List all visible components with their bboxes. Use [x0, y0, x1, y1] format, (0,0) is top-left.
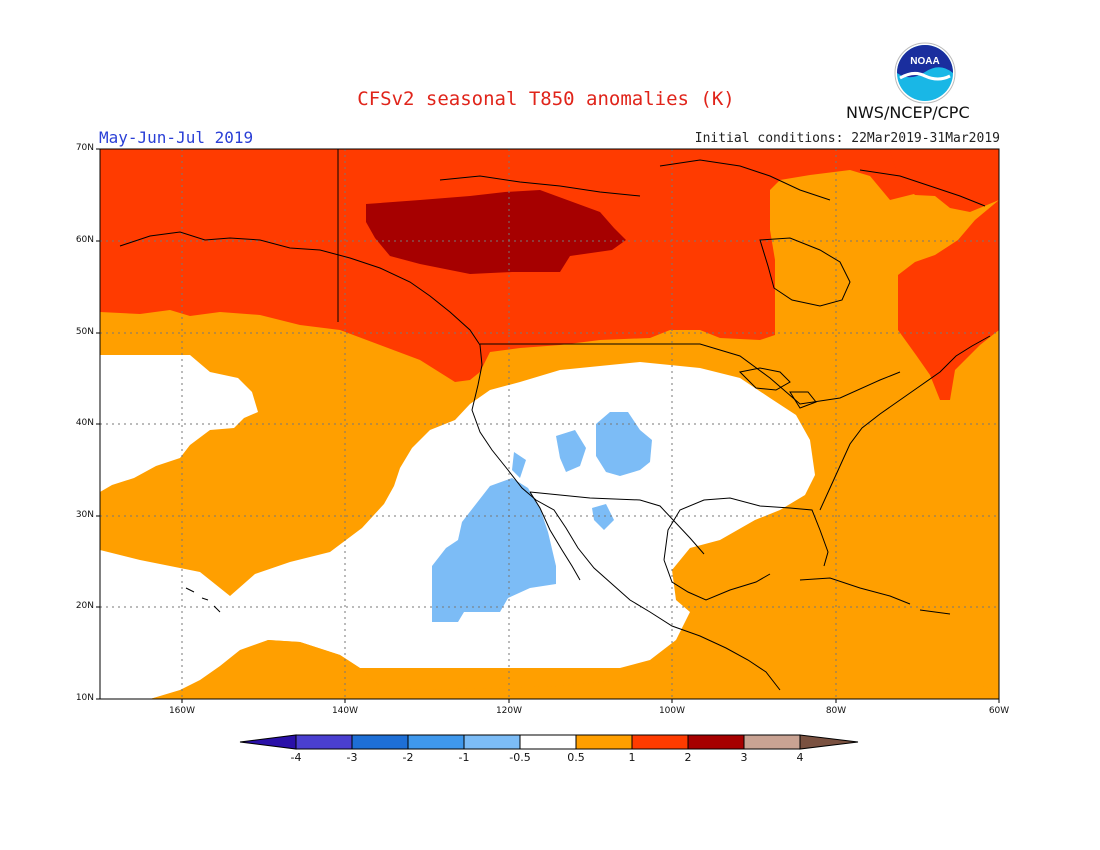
- lat-label: 30N: [75, 510, 94, 520]
- graticule: [100, 149, 999, 699]
- anomaly-region-cool-sierra: [512, 452, 526, 478]
- anomaly-field: [100, 149, 999, 699]
- anomaly-region-cool-baja: [432, 478, 556, 622]
- lat-label: 10N: [75, 693, 94, 703]
- lon-label: 160W: [168, 706, 196, 716]
- anomaly-region-cool-fourcorners: [596, 412, 652, 476]
- colorbar-swatch-9: [743, 734, 801, 750]
- lat-label: 70N: [75, 143, 94, 153]
- colorbar-swatch-7: [631, 734, 689, 750]
- colorbar-swatch-above: [799, 734, 859, 750]
- colorbar-label: 0.5: [567, 751, 585, 764]
- lat-label: 40N: [75, 418, 94, 428]
- anomaly-region-1-2-greenland: [890, 150, 999, 212]
- colorbar-label: -1: [458, 751, 470, 764]
- lon-label: 120W: [495, 706, 523, 716]
- colorbar-label: 2: [684, 751, 692, 764]
- anomaly-region-0.5-1-hawaii: [150, 640, 380, 699]
- colorbar-swatch-below: [239, 734, 297, 750]
- colorbar-label: -3: [346, 751, 358, 764]
- coastlines: [119, 149, 991, 691]
- colorbar-swatch-1: [295, 734, 353, 750]
- anomaly-region-2-3: [366, 190, 626, 274]
- initial-conditions: Initial conditions: 22Mar2019-31Mar2019: [694, 131, 1000, 146]
- colorbar-label: 4: [796, 751, 804, 764]
- lon-label: 140W: [331, 706, 359, 716]
- anomaly-region-cool-southwest: [556, 430, 586, 472]
- colorbar-label: -2: [402, 751, 414, 764]
- colorbar-label: -0.5: [509, 751, 531, 764]
- colorbar-swatch-2: [351, 734, 409, 750]
- colorbar-swatch-8: [687, 734, 745, 750]
- colorbar-label: 3: [740, 751, 748, 764]
- lon-label: 60W: [988, 706, 1010, 716]
- lon-label: 80W: [825, 706, 847, 716]
- lat-label: 60N: [75, 235, 94, 245]
- colorbar-swatch-3: [407, 734, 465, 750]
- colorbar-swatch-6: [575, 734, 633, 750]
- axis-ticks: [96, 148, 1000, 703]
- anomaly-region-1-2-atlantic: [898, 200, 999, 400]
- lat-label: 20N: [75, 601, 94, 611]
- colorbar-label: -4: [290, 751, 302, 764]
- colorbar: [239, 734, 859, 750]
- forecast-period: May-Jun-Jul 2019: [99, 128, 254, 147]
- lon-label: 100W: [658, 706, 686, 716]
- colorbar-swatch-5: [519, 734, 577, 750]
- svg-text:NOAA: NOAA: [910, 56, 939, 67]
- colorbar-swatch-4: [463, 734, 521, 750]
- colorbar-label: 1: [628, 751, 636, 764]
- lat-label: 50N: [75, 327, 94, 337]
- map-title-text: CFSv2 seasonal T850 anomalies (K): [357, 88, 735, 110]
- agency-label: NWS/NCEP/CPC: [846, 103, 970, 122]
- map-title: CFSv2 seasonal T850 anomalies (K): [0, 88, 1100, 110]
- noaa-logo-icon: NOAA: [894, 42, 956, 104]
- anomaly-region-cool-mexico: [592, 504, 614, 530]
- anomaly-region-0.5-1-south: [300, 608, 999, 699]
